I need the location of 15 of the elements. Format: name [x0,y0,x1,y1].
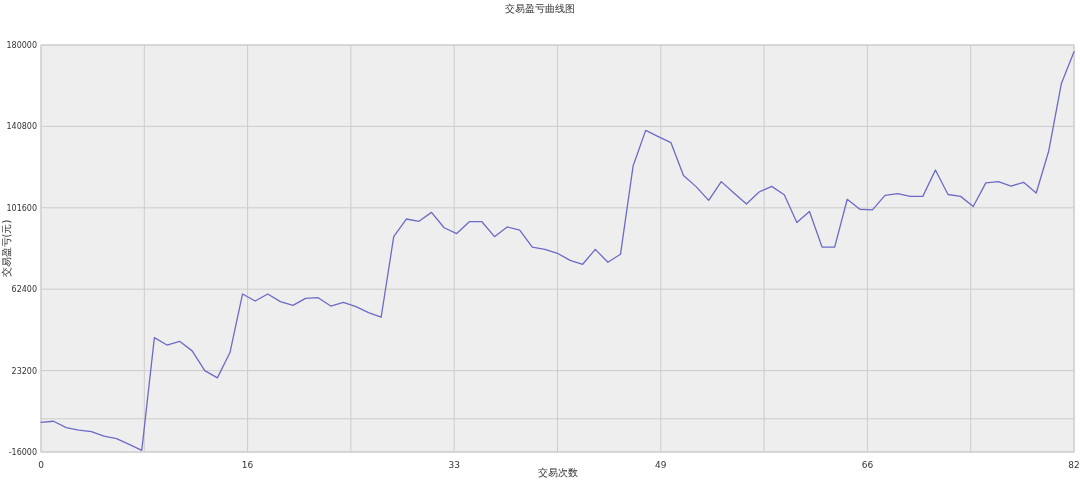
x-tick-label: 49 [655,460,667,470]
y-axis-title: 交易盈亏(元) [1,219,12,278]
y-tick-label: -16000 [8,448,37,457]
x-axis-title: 交易次数 [537,467,578,478]
y-tick-label: 23200 [11,366,37,376]
y-tick-label: 180000 [6,41,37,50]
x-tick-label: 82 [1068,460,1080,470]
x-tick-label: 33 [448,460,460,470]
chart-title: 交易盈亏曲线图 [505,3,575,14]
y-tick-label: 101600 [6,203,37,213]
y-tick-label: 62400 [11,285,37,295]
x-tick-label: 66 [861,460,874,470]
x-tick-label: 0 [38,460,45,470]
y-tick-label: 140800 [6,122,37,132]
x-tick-label: 16 [241,460,254,470]
